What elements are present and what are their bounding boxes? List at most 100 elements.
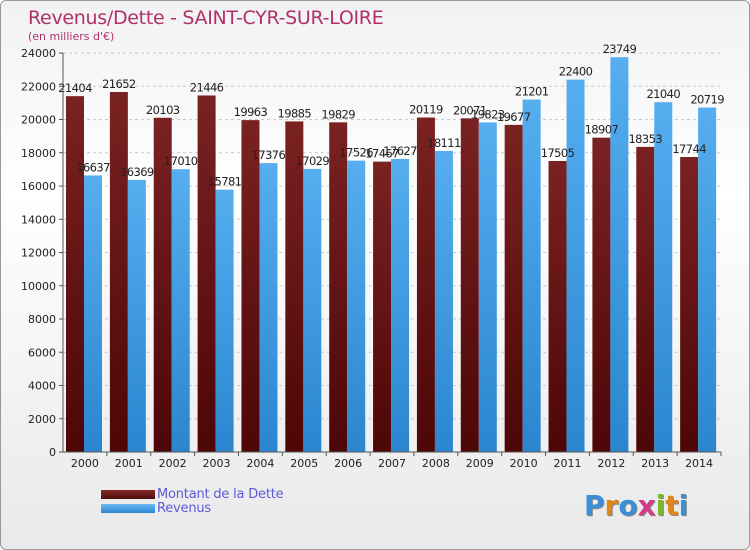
bar-revenus [654, 102, 673, 453]
data-label-dette: 17467 [365, 147, 399, 161]
bar-dette [548, 160, 567, 452]
data-label-revenus: 17627 [383, 144, 417, 158]
legend-label-dette: Montant de la Dette [157, 486, 284, 502]
data-label-dette: 17744 [672, 142, 706, 156]
data-label-revenus: 20719 [690, 93, 724, 107]
bar-dette [153, 117, 172, 452]
bar-revenus [610, 57, 629, 452]
bar-dette [197, 95, 216, 452]
bar-dette [241, 120, 260, 453]
x-tick-label: 2003 [203, 457, 231, 470]
data-label-dette: 21404 [58, 81, 92, 95]
x-tick-label: 2011 [553, 457, 581, 470]
data-label-revenus: 17376 [252, 148, 286, 162]
y-tick-label: 4000 [28, 380, 56, 393]
x-tick-label: 2004 [246, 457, 274, 470]
bar-revenus [434, 150, 453, 452]
y-tick-label: 12000 [21, 247, 56, 260]
data-label-revenus: 21201 [515, 85, 549, 99]
data-label-dette: 18907 [585, 123, 619, 137]
x-tick-label: 2008 [422, 457, 450, 470]
data-label-dette: 19885 [278, 106, 312, 120]
x-tick-label: 2000 [71, 457, 99, 470]
chart-subtitle: (en milliers d'€) [28, 30, 115, 43]
data-label-revenus: 19823 [471, 107, 505, 121]
legend-swatch-revenus [101, 503, 155, 513]
bar-dette [66, 96, 84, 452]
data-label-revenus: 21040 [646, 87, 680, 101]
bar-dette [416, 117, 435, 453]
labels-layer: 21404 16637 21652 16369 20103 17010 21446 15781… [58, 42, 725, 189]
y-tick-label: 0 [49, 446, 56, 459]
data-label-dette: 21446 [190, 80, 224, 94]
bar-dette [373, 161, 392, 452]
bar-revenus [522, 99, 541, 452]
legend-label-revenus: Revenus [157, 500, 211, 516]
legend-item-revenus: Revenus [101, 500, 283, 516]
bar-revenus [127, 179, 146, 453]
x-tick-label: 2014 [685, 457, 713, 470]
bars-layer [66, 57, 717, 453]
bar-revenus [259, 163, 278, 452]
x-tick-label: 2012 [597, 457, 625, 470]
y-tick-label: 22000 [21, 80, 56, 93]
data-label-revenus: 17010 [164, 154, 198, 168]
y-tick-label: 6000 [28, 346, 56, 359]
y-tick-label: 18000 [21, 147, 56, 160]
y-tick-label: 10000 [21, 280, 56, 293]
data-label-dette: 18353 [628, 132, 662, 146]
legend-item-dette: Montant de la Dette [101, 486, 284, 502]
y-tick-label: 24000 [21, 47, 56, 60]
bar-revenus [478, 122, 497, 452]
bar-dette [460, 118, 479, 452]
proxiti-logo: Proxiti [584, 489, 689, 522]
legend: Montant de la Dette Revenus [101, 486, 284, 516]
data-label-dette: 20119 [409, 103, 443, 117]
data-label-revenus: 18111 [427, 136, 461, 150]
data-label-revenus: 17526 [339, 146, 373, 160]
y-tick-label: 16000 [21, 180, 56, 193]
bar-dette [329, 122, 348, 453]
data-label-dette: 17505 [541, 146, 575, 160]
bar-revenus [698, 107, 717, 452]
y-tick-label: 20000 [21, 114, 56, 127]
bar-revenus [215, 189, 234, 452]
data-label-revenus: 16637 [76, 160, 110, 174]
x-tick-label: 2009 [466, 457, 494, 470]
data-label-revenus: 17029 [296, 154, 330, 168]
axis-layer: 0 2000 4000 6000 8000 10000 12000 14000 16000 180… [21, 47, 722, 470]
data-label-dette: 19677 [497, 110, 531, 124]
data-label-revenus: 16369 [120, 165, 154, 179]
bar-revenus [171, 169, 190, 453]
x-tick-label: 2007 [378, 457, 406, 470]
data-label-revenus: 22400 [559, 65, 593, 79]
x-tick-label: 2002 [159, 457, 187, 470]
data-label-dette: 19829 [321, 107, 355, 121]
x-tick-label: 2010 [510, 457, 538, 470]
bar-revenus [566, 79, 585, 452]
y-tick-label: 8000 [28, 313, 56, 326]
data-label-dette: 21652 [102, 77, 136, 91]
y-tick-label: 14000 [21, 213, 56, 226]
y-tick-label: 2000 [28, 413, 56, 426]
x-tick-label: 2001 [115, 457, 143, 470]
bar-revenus [391, 158, 410, 453]
data-label-dette: 20103 [146, 103, 180, 117]
data-label-revenus: 23749 [603, 42, 637, 56]
bar-dette [592, 137, 611, 452]
bar-revenus [347, 160, 366, 452]
data-label-dette: 19963 [234, 105, 268, 119]
bar-revenus [303, 168, 322, 452]
bar-dette [680, 157, 699, 453]
bar-dette [109, 92, 128, 453]
bar-dette [285, 121, 304, 453]
data-label-dette: 20071 [453, 103, 487, 117]
x-tick-label: 2013 [641, 457, 669, 470]
legend-swatch-dette [101, 489, 155, 499]
bar-dette [504, 124, 523, 452]
bar-dette [636, 146, 655, 452]
chart-title: Revenus/Dette - SAINT-CYR-SUR-LOIRE [28, 7, 384, 29]
data-label-revenus: 15781 [208, 175, 242, 189]
